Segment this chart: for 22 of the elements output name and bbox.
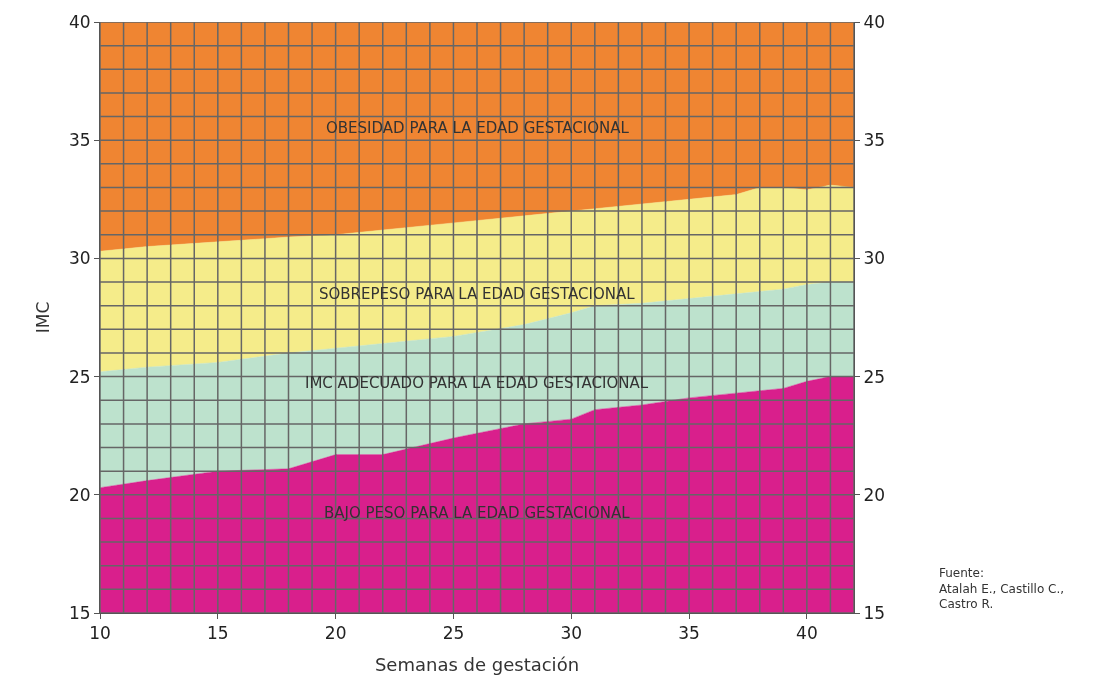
source-note: Fuente: Atalah E., Castillo C., Castro R. <box>939 566 1065 612</box>
y-tick-label: 30 <box>68 248 91 269</box>
y-tick-label: 15 <box>68 602 91 623</box>
x-tick-label: 25 <box>442 623 465 644</box>
y-tick-label: 20 <box>68 484 91 505</box>
y-tick-label: 25 <box>68 366 91 387</box>
y-tick-label: 35 <box>68 130 91 151</box>
x-tick-label: 35 <box>678 623 700 644</box>
y2-tick-label: 35 <box>863 130 886 151</box>
x-tick-label: 40 <box>796 623 818 644</box>
x-tick-label: 30 <box>560 623 583 644</box>
y2-tick-label: 30 <box>863 248 886 269</box>
y2-tick-label: 40 <box>863 11 886 32</box>
y2-tick-label: 20 <box>863 484 886 505</box>
y-axis-title: IMC <box>32 301 53 334</box>
x-tick-label: 20 <box>324 623 347 644</box>
y-tick-label: 40 <box>68 11 91 32</box>
x-tick-label: 10 <box>89 623 111 644</box>
x-axis-title: Semanas de gestación <box>374 653 580 675</box>
y2-tick-label: 25 <box>863 366 886 387</box>
x-tick-label: 15 <box>206 623 229 644</box>
y2-tick-label: 15 <box>863 602 886 623</box>
